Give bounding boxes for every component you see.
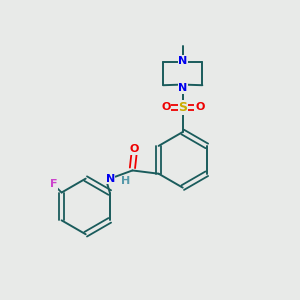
Text: O: O: [195, 103, 204, 112]
Text: N: N: [178, 83, 187, 94]
Text: O: O: [129, 144, 139, 154]
Text: O: O: [161, 103, 170, 112]
Text: N: N: [178, 56, 187, 66]
Text: N: N: [106, 174, 115, 184]
Text: S: S: [178, 101, 187, 114]
Text: F: F: [50, 179, 57, 189]
Text: H: H: [121, 176, 130, 186]
